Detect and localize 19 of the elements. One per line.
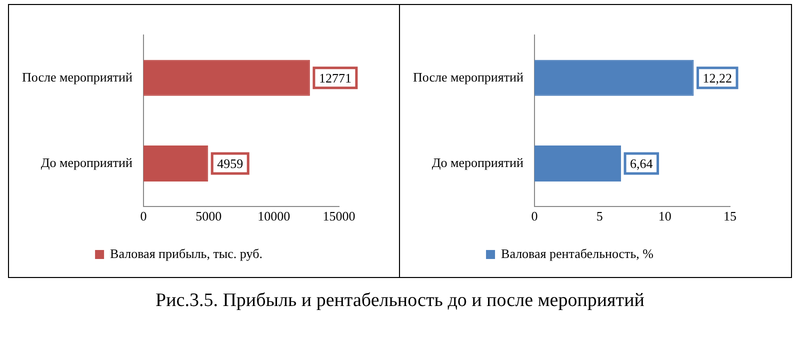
x-tick-label: 5 [596,208,603,224]
data-label: 12,22 [702,70,732,86]
y-tick-label: До мероприятий [40,154,133,170]
text: Рис.3.5. Прибыль и рентабельность до и после мероприятий [154,289,646,313]
y-tick-label: После мероприятий [22,69,133,84]
legend-label: Валовая рентабельность, % [501,246,654,261]
x-tick-label: 15 [724,208,736,224]
data-label: 4959 [217,156,244,171]
data-label: 6,64 [630,156,654,171]
x-tick-label: 5000 [196,208,222,224]
x-tick-label: 10000 [258,208,290,224]
x-tick-label: 15000 [322,208,356,224]
x-tick-label: 0 [531,208,538,224]
data-label: 12771 [318,70,352,86]
legend-label: Валовая прибыль, тыс. руб. [110,246,262,261]
x-tick-label: 10 [658,208,672,224]
y-tick-label: После мероприятий [412,69,524,84]
x-tick-label: 0 [140,208,147,224]
y-tick-label: До мероприятий [432,154,524,170]
